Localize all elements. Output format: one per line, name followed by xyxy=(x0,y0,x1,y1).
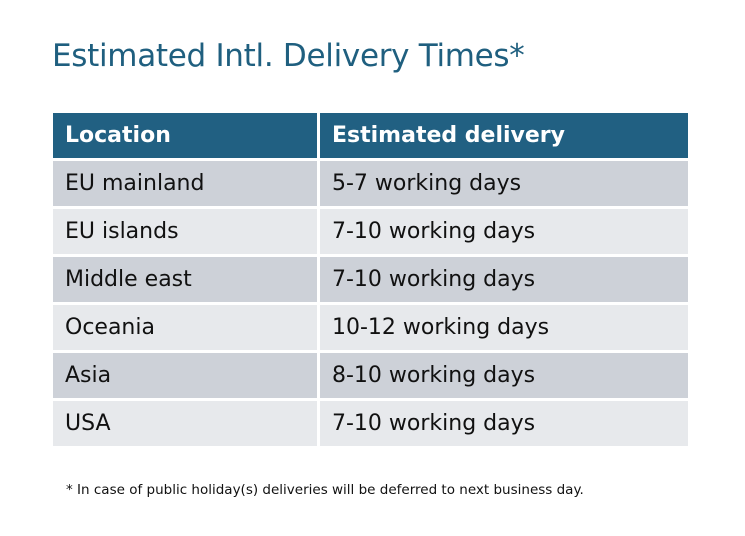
delivery-cell: 7-10 working days xyxy=(320,257,688,302)
delivery-cell: 7-10 working days xyxy=(320,401,688,446)
location-cell: EU islands xyxy=(53,209,317,254)
table-row: EU mainland 5-7 working days xyxy=(53,161,688,206)
table-header-row: Location Estimated delivery xyxy=(53,113,688,158)
delivery-cell: 5-7 working days xyxy=(320,161,688,206)
location-cell: USA xyxy=(53,401,317,446)
delivery-cell: 8-10 working days xyxy=(320,353,688,398)
location-cell: Middle east xyxy=(53,257,317,302)
header-location: Location xyxy=(53,113,317,158)
delivery-cell: 10-12 working days xyxy=(320,305,688,350)
header-estimated-delivery: Estimated delivery xyxy=(320,113,688,158)
table-row: EU islands 7-10 working days xyxy=(53,209,688,254)
table-row: Oceania 10-12 working days xyxy=(53,305,688,350)
delivery-table: Location Estimated delivery EU mainland 5… xyxy=(50,110,691,449)
location-cell: Oceania xyxy=(53,305,317,350)
table-row: Middle east 7-10 working days xyxy=(53,257,688,302)
table-row: USA 7-10 working days xyxy=(53,401,688,446)
table-row: Asia 8-10 working days xyxy=(53,353,688,398)
location-cell: EU mainland xyxy=(53,161,317,206)
page-title: Estimated Intl. Delivery Times* xyxy=(52,38,525,74)
footnote: * In case of public holiday(s) deliverie… xyxy=(66,482,584,498)
delivery-cell: 7-10 working days xyxy=(320,209,688,254)
location-cell: Asia xyxy=(53,353,317,398)
